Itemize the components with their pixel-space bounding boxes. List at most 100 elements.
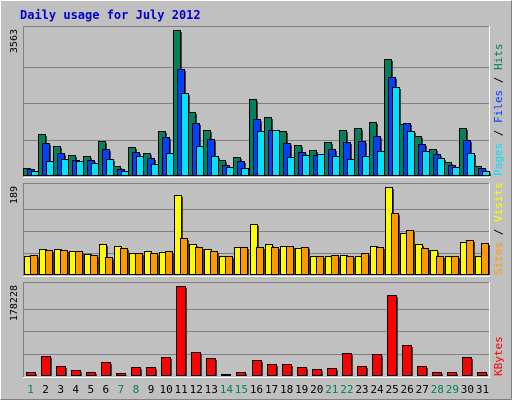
bar-pages-day-25 (392, 87, 400, 176)
bar-pages-day-9 (151, 164, 159, 176)
y-max-label: 3563 (9, 29, 20, 53)
bar-sites-day-3 (60, 250, 68, 275)
bar-sites-day-16 (256, 247, 264, 275)
bar-sites-day-27 (421, 248, 429, 275)
day-label-12: 12 (190, 383, 203, 396)
bar-kbytes-day-30 (462, 357, 472, 376)
day-label-23: 23 (355, 383, 368, 396)
bar-sites-day-20 (316, 256, 324, 275)
legend-sites: Sites (492, 242, 505, 275)
day-label-1: 1 (27, 383, 34, 396)
bar-sites-day-2 (45, 250, 53, 275)
bar-kbytes-day-31 (477, 372, 487, 376)
bar-kbytes-day-26 (402, 345, 412, 376)
day-label-31: 31 (476, 383, 489, 396)
chart-title: Daily usage for July 2012 (20, 8, 201, 22)
visits-sites-panel: 189 Sites / Visits (9, 182, 505, 277)
bar-sites-day-23 (361, 253, 369, 275)
bar-pages-day-14 (226, 167, 234, 176)
legend-separator: / (492, 123, 505, 143)
day-label-9: 9 (148, 383, 155, 396)
bar-pages-day-11 (181, 93, 189, 176)
bar-pages-day-1 (31, 171, 39, 176)
bar-sites-day-14 (225, 256, 233, 275)
bar-kbytes-day-4 (71, 370, 81, 376)
bar-pages-day-5 (91, 163, 99, 176)
bar-sites-day-30 (466, 240, 474, 275)
series-legend: Pages / Files / Hits (492, 44, 505, 177)
bar-pages-day-7 (121, 171, 129, 176)
bar-kbytes-day-13 (206, 358, 216, 376)
bar-pages-day-6 (106, 159, 114, 176)
bar-sites-day-4 (75, 251, 83, 275)
bar-sites-day-28 (436, 256, 444, 275)
bar-kbytes-day-20 (312, 369, 322, 376)
day-label-18: 18 (280, 383, 293, 396)
bar-kbytes-day-27 (417, 366, 427, 376)
bar-sites-day-5 (90, 255, 98, 275)
y-max-label: 189 (9, 186, 20, 204)
day-label-4: 4 (72, 383, 79, 396)
day-label-20: 20 (310, 383, 323, 396)
bar-kbytes-day-11 (176, 286, 186, 376)
day-label-15: 15 (235, 383, 248, 396)
day-label-26: 26 (401, 383, 414, 396)
bar-pages-day-23 (362, 156, 370, 176)
day-label-6: 6 (103, 383, 110, 396)
bar-pages-day-26 (407, 131, 415, 176)
bar-pages-day-20 (317, 154, 325, 176)
bar-sites-day-15 (240, 247, 248, 275)
series-legend: Sites / Visits (492, 182, 505, 275)
bar-visits-day-11 (174, 195, 182, 275)
bar-pages-day-21 (332, 156, 340, 176)
bar-sites-day-10 (165, 251, 173, 275)
day-label-25: 25 (385, 383, 398, 396)
bar-kbytes-day-28 (432, 372, 442, 376)
day-label-13: 13 (205, 383, 218, 396)
bar-pages-day-3 (61, 159, 69, 176)
bar-pages-day-28 (437, 158, 445, 176)
series-legend: KBytes (492, 336, 505, 376)
bar-pages-day-16 (257, 131, 265, 176)
day-label-29: 29 (446, 383, 459, 396)
bar-pages-day-12 (196, 146, 204, 176)
legend-kbytes: KBytes (492, 336, 505, 376)
bar-pages-day-4 (76, 161, 84, 176)
bar-kbytes-day-29 (447, 372, 457, 376)
legend-hits: Hits (492, 44, 505, 71)
bar-kbytes-day-14 (221, 374, 231, 376)
bar-pages-day-24 (377, 151, 385, 176)
bar-kbytes-day-25 (387, 295, 397, 376)
bar-pages-day-31 (482, 171, 490, 176)
bar-pages-day-22 (347, 159, 355, 176)
bar-pages-day-10 (166, 153, 174, 176)
bar-pages-day-17 (272, 130, 280, 176)
legend-files: Files (492, 90, 505, 123)
day-label-28: 28 (431, 383, 444, 396)
bar-kbytes-day-21 (327, 368, 337, 376)
bar-sites-day-22 (346, 256, 354, 275)
day-label-24: 24 (370, 383, 384, 396)
bar-sites-day-11 (180, 238, 188, 275)
bar-kbytes-day-23 (357, 366, 367, 376)
bar-kbytes-day-3 (56, 366, 66, 376)
y-max-label: 178228 (9, 285, 20, 321)
day-label-19: 19 (295, 383, 308, 396)
bar-sites-day-18 (286, 246, 294, 275)
bar-pages-day-13 (211, 156, 219, 176)
bar-kbytes-day-15 (236, 372, 246, 376)
bar-pages-day-8 (136, 156, 144, 176)
bar-pages-day-29 (452, 167, 460, 176)
day-labels: 1 2 3 4 5 6 7 8 9 10 11 12 13 14 15 16 17 18 19 20 21 22 23 24 2… (27, 383, 489, 396)
bar-kbytes-day-7 (116, 373, 126, 376)
bar-kbytes-day-24 (372, 354, 382, 376)
bar-pages-day-27 (422, 151, 430, 176)
day-label-30: 30 (461, 383, 474, 396)
hits-files-pages-panel: 3563 Pages / Files / Hits (9, 26, 505, 178)
bar-sites-day-1 (30, 255, 38, 275)
day-label-8: 8 (133, 383, 140, 396)
bar-sites-day-6 (105, 257, 113, 275)
bar-kbytes-day-16 (252, 360, 262, 376)
bar-kbytes-day-9 (146, 367, 156, 376)
